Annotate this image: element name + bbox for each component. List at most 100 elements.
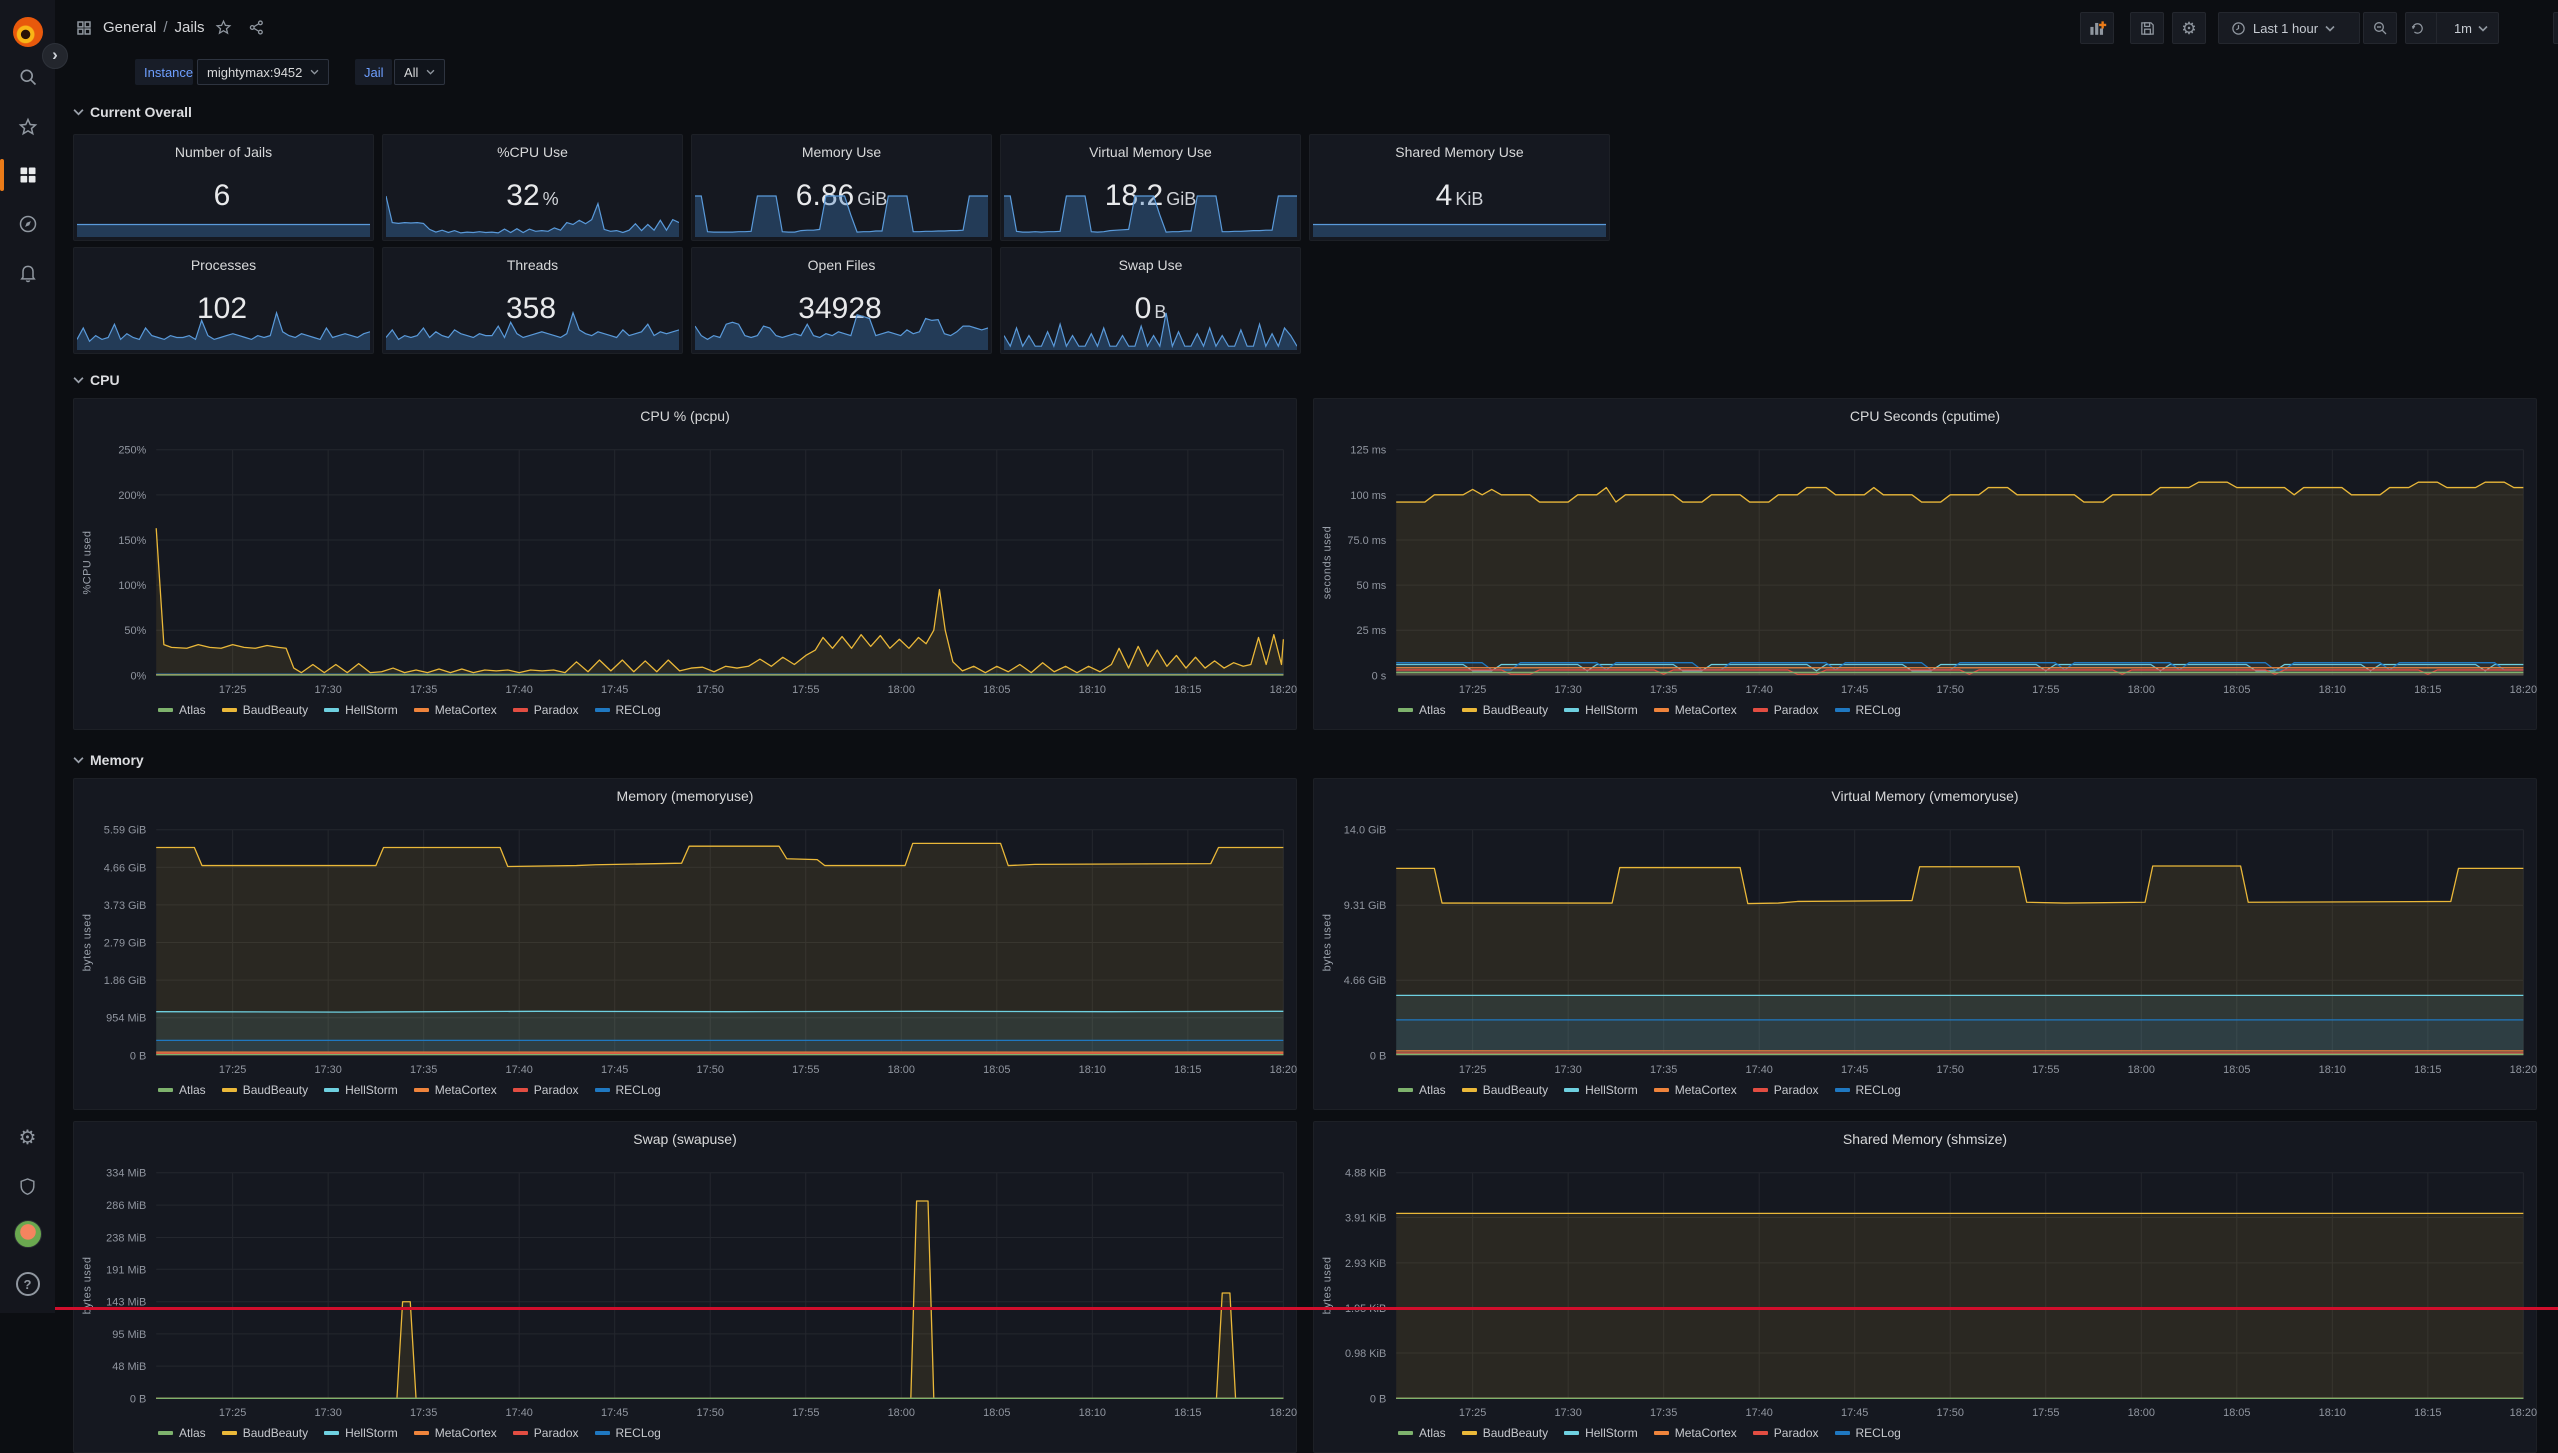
stat-panel-processes[interactable]: Processes 102 xyxy=(73,247,374,354)
legend-item-baudbeauty[interactable]: BaudBeauty xyxy=(222,1426,308,1440)
svg-text:17:25: 17:25 xyxy=(1459,1064,1486,1076)
chart-panel-cpu-pcpu[interactable]: CPU % (pcpu) 17:2517:3017:3517:4017:4517… xyxy=(73,398,1297,730)
legend-item-paradox[interactable]: Paradox xyxy=(1753,1426,1819,1440)
panel-title[interactable]: Processes xyxy=(74,257,373,273)
legend-item-baudbeauty[interactable]: BaudBeauty xyxy=(1462,703,1548,717)
stat-panel-threads[interactable]: Threads 358 xyxy=(382,247,683,354)
chart-panel-memory[interactable]: Memory (memoryuse) 17:2517:3017:3517:401… xyxy=(73,778,1297,1110)
legend-item-atlas[interactable]: Atlas xyxy=(1398,703,1446,717)
chart-plot[interactable]: 17:2517:3017:3517:4017:4517:5017:5518:00… xyxy=(1314,779,2536,1109)
explore-compass-icon[interactable] xyxy=(0,206,55,242)
legend-item-atlas[interactable]: Atlas xyxy=(158,1426,206,1440)
legend-item-metacortex[interactable]: MetaCortex xyxy=(414,1426,497,1440)
chart-plot[interactable]: 17:2517:3017:3517:4017:4517:5017:5518:00… xyxy=(1314,399,2536,729)
panel-title[interactable]: Threads xyxy=(383,257,682,273)
legend-item-paradox[interactable]: Paradox xyxy=(513,703,579,717)
legend-item-metacortex[interactable]: MetaCortex xyxy=(1654,703,1737,717)
legend-item-reclog[interactable]: RECLog xyxy=(1835,1426,1901,1440)
stat-panel-swap-use[interactable]: Swap Use 0B xyxy=(1000,247,1301,354)
legend-item-metacortex[interactable]: MetaCortex xyxy=(1654,1083,1737,1097)
chart-panel-virtual-memory[interactable]: Virtual Memory (vmemoryuse) 17:2517:3017… xyxy=(1313,778,2537,1110)
legend-item-hellstorm[interactable]: HellStorm xyxy=(1564,1083,1638,1097)
admin-shield-icon[interactable] xyxy=(0,1168,55,1204)
svg-text:17:55: 17:55 xyxy=(792,1407,819,1419)
zoom-out-button[interactable] xyxy=(2363,12,2397,44)
chart-panel-swap[interactable]: Swap (swapuse) 17:2517:3017:3517:4017:45… xyxy=(73,1121,1297,1453)
stat-sparkline xyxy=(695,191,988,237)
legend-item-reclog[interactable]: RECLog xyxy=(1835,703,1901,717)
panel-title[interactable]: Memory Use xyxy=(692,144,991,160)
breadcrumb-folder[interactable]: General xyxy=(103,19,156,36)
legend-item-reclog[interactable]: RECLog xyxy=(1835,1083,1901,1097)
legend-item-hellstorm[interactable]: HellStorm xyxy=(1564,703,1638,717)
section-header-current-overall[interactable]: Current Overall xyxy=(73,101,192,123)
legend-item-hellstorm[interactable]: HellStorm xyxy=(1564,1426,1638,1440)
panel-title[interactable]: %CPU Use xyxy=(383,144,682,160)
legend-item-reclog[interactable]: RECLog xyxy=(595,1083,661,1097)
chart-plot[interactable]: 17:2517:3017:3517:4017:4517:5017:5518:00… xyxy=(74,1122,1296,1452)
legend-item-reclog[interactable]: RECLog xyxy=(595,703,661,717)
sidebar-expand-button[interactable]: › xyxy=(42,43,68,69)
stat-panel-cpu-use[interactable]: %CPU Use 32% xyxy=(382,134,683,241)
variable-value-jail[interactable]: All xyxy=(394,59,445,85)
kiosk-monitor-button[interactable] xyxy=(2553,12,2558,44)
legend-item-atlas[interactable]: Atlas xyxy=(1398,1426,1446,1440)
panel-title[interactable]: Open Files xyxy=(692,257,991,273)
legend-item-baudbeauty[interactable]: BaudBeauty xyxy=(222,703,308,717)
stat-panel-shared-memory-use[interactable]: Shared Memory Use 4KiB xyxy=(1309,134,1610,241)
legend-item-metacortex[interactable]: MetaCortex xyxy=(414,1083,497,1097)
panel-title[interactable]: Number of Jails xyxy=(74,144,373,160)
legend-item-baudbeauty[interactable]: BaudBeauty xyxy=(1462,1083,1548,1097)
favorite-star-icon[interactable] xyxy=(215,19,232,36)
legend-item-atlas[interactable]: Atlas xyxy=(158,1083,206,1097)
legend-item-baudbeauty[interactable]: BaudBeauty xyxy=(1462,1426,1548,1440)
legend-swatch xyxy=(1835,1088,1850,1092)
share-icon[interactable] xyxy=(248,19,265,36)
section-header-memory[interactable]: Memory xyxy=(73,749,144,771)
dashboards-grid-icon[interactable] xyxy=(0,157,55,193)
legend-item-metacortex[interactable]: MetaCortex xyxy=(1654,1426,1737,1440)
svg-text:100 ms: 100 ms xyxy=(1350,490,1386,502)
legend-item-hellstorm[interactable]: HellStorm xyxy=(324,1083,398,1097)
time-range-picker[interactable]: Last 1 hour xyxy=(2218,12,2360,44)
user-avatar[interactable] xyxy=(0,1216,55,1252)
refresh-interval-dropdown[interactable]: 1m xyxy=(2444,13,2498,43)
legend-item-paradox[interactable]: Paradox xyxy=(1753,703,1819,717)
panel-title[interactable]: Virtual Memory Use xyxy=(1001,144,1300,160)
panel-title[interactable]: Shared Memory Use xyxy=(1310,144,1609,160)
legend-item-paradox[interactable]: Paradox xyxy=(1753,1083,1819,1097)
stat-panel-number-of-jails[interactable]: Number of Jails 6 xyxy=(73,134,374,241)
add-panel-button[interactable] xyxy=(2080,12,2114,44)
legend-item-reclog[interactable]: RECLog xyxy=(595,1426,661,1440)
panel-title[interactable]: Swap Use xyxy=(1001,257,1300,273)
variable-value-instance[interactable]: mightymax:9452 xyxy=(197,59,329,85)
save-dashboard-button[interactable] xyxy=(2130,12,2164,44)
dashboard-settings-gear-icon[interactable]: ⚙ xyxy=(2172,12,2206,44)
stat-panel-open-files[interactable]: Open Files 34928 xyxy=(691,247,992,354)
alerting-bell-icon[interactable] xyxy=(0,255,55,291)
legend-item-paradox[interactable]: Paradox xyxy=(513,1426,579,1440)
legend-item-baudbeauty[interactable]: BaudBeauty xyxy=(222,1083,308,1097)
legend-swatch xyxy=(1564,1088,1579,1092)
legend-item-hellstorm[interactable]: HellStorm xyxy=(324,1426,398,1440)
section-header-cpu[interactable]: CPU xyxy=(73,369,120,391)
chart-plot[interactable]: 17:2517:3017:3517:4017:4517:5017:5518:00… xyxy=(74,779,1296,1109)
refresh-button[interactable] xyxy=(2406,13,2429,43)
star-icon[interactable] xyxy=(0,109,55,145)
legend-item-hellstorm[interactable]: HellStorm xyxy=(324,703,398,717)
chart-plot[interactable]: 17:2517:3017:3517:4017:4517:5017:5518:00… xyxy=(74,399,1296,729)
legend-item-atlas[interactable]: Atlas xyxy=(158,703,206,717)
stat-panel-memory-use[interactable]: Memory Use 6.86GiB xyxy=(691,134,992,241)
chart-plot[interactable]: 17:2517:3017:3517:4017:4517:5017:5518:00… xyxy=(1314,1122,2536,1452)
svg-text:18:10: 18:10 xyxy=(1079,1407,1106,1419)
breadcrumb-dashboard[interactable]: Jails xyxy=(175,19,205,36)
legend-item-metacortex[interactable]: MetaCortex xyxy=(414,703,497,717)
chart-panel-shared-memory[interactable]: Shared Memory (shmsize) 17:2517:3017:351… xyxy=(1313,1121,2537,1453)
chart-panel-cpu-seconds[interactable]: CPU Seconds (cputime) 17:2517:3017:3517:… xyxy=(1313,398,2537,730)
legend-item-atlas[interactable]: Atlas xyxy=(1398,1083,1446,1097)
settings-gear-icon[interactable]: ⚙ xyxy=(0,1120,55,1156)
legend-swatch xyxy=(414,1431,429,1435)
stat-panel-virtual-memory-use[interactable]: Virtual Memory Use 18.2GiB xyxy=(1000,134,1301,241)
legend-item-paradox[interactable]: Paradox xyxy=(513,1083,579,1097)
help-question-icon[interactable]: ? xyxy=(0,1266,55,1302)
